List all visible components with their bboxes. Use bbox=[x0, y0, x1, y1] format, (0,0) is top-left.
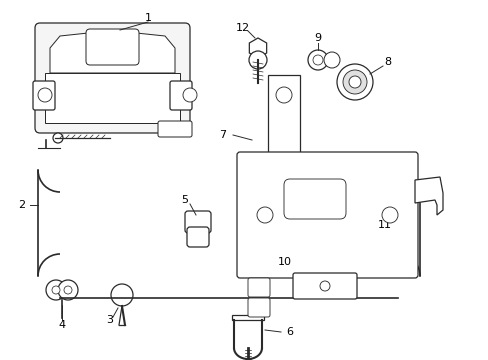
Circle shape bbox=[342, 70, 366, 94]
FancyBboxPatch shape bbox=[237, 152, 417, 278]
Text: 6: 6 bbox=[286, 327, 293, 337]
Text: 10: 10 bbox=[278, 257, 291, 267]
Text: 2: 2 bbox=[19, 200, 25, 210]
Bar bbox=[231, 315, 264, 320]
FancyBboxPatch shape bbox=[33, 81, 55, 110]
Text: 8: 8 bbox=[384, 57, 391, 67]
Circle shape bbox=[336, 64, 372, 100]
Circle shape bbox=[46, 280, 66, 300]
Circle shape bbox=[275, 87, 291, 103]
Text: 1: 1 bbox=[144, 13, 151, 23]
Ellipse shape bbox=[295, 263, 324, 277]
Text: 7: 7 bbox=[219, 130, 226, 140]
Circle shape bbox=[64, 286, 72, 294]
Text: 9: 9 bbox=[314, 33, 321, 43]
FancyBboxPatch shape bbox=[186, 227, 208, 247]
Text: 12: 12 bbox=[235, 23, 249, 33]
FancyBboxPatch shape bbox=[247, 278, 269, 297]
Circle shape bbox=[342, 221, 356, 235]
Circle shape bbox=[183, 88, 197, 102]
FancyBboxPatch shape bbox=[184, 211, 210, 233]
FancyBboxPatch shape bbox=[170, 81, 192, 110]
Circle shape bbox=[325, 190, 334, 200]
Bar bbox=[267, 75, 299, 155]
FancyBboxPatch shape bbox=[45, 73, 180, 123]
Circle shape bbox=[248, 51, 266, 69]
Circle shape bbox=[111, 284, 133, 306]
Circle shape bbox=[38, 88, 52, 102]
FancyBboxPatch shape bbox=[86, 29, 139, 65]
FancyBboxPatch shape bbox=[284, 179, 346, 219]
FancyBboxPatch shape bbox=[158, 121, 192, 137]
Circle shape bbox=[348, 76, 360, 88]
FancyBboxPatch shape bbox=[35, 23, 190, 133]
Circle shape bbox=[381, 207, 397, 223]
Circle shape bbox=[307, 50, 327, 70]
Text: 5: 5 bbox=[181, 195, 188, 205]
Circle shape bbox=[58, 280, 78, 300]
Polygon shape bbox=[414, 177, 442, 215]
Circle shape bbox=[319, 281, 329, 291]
Circle shape bbox=[312, 55, 323, 65]
Ellipse shape bbox=[295, 245, 324, 259]
FancyBboxPatch shape bbox=[247, 298, 269, 317]
Circle shape bbox=[324, 52, 339, 68]
Circle shape bbox=[335, 214, 363, 242]
Polygon shape bbox=[50, 31, 175, 73]
Circle shape bbox=[304, 255, 315, 267]
Text: 11: 11 bbox=[377, 220, 391, 230]
Circle shape bbox=[257, 207, 272, 223]
Circle shape bbox=[52, 286, 60, 294]
FancyBboxPatch shape bbox=[292, 273, 356, 299]
Text: 3: 3 bbox=[106, 315, 113, 325]
Circle shape bbox=[53, 133, 63, 143]
Text: 4: 4 bbox=[59, 320, 65, 330]
